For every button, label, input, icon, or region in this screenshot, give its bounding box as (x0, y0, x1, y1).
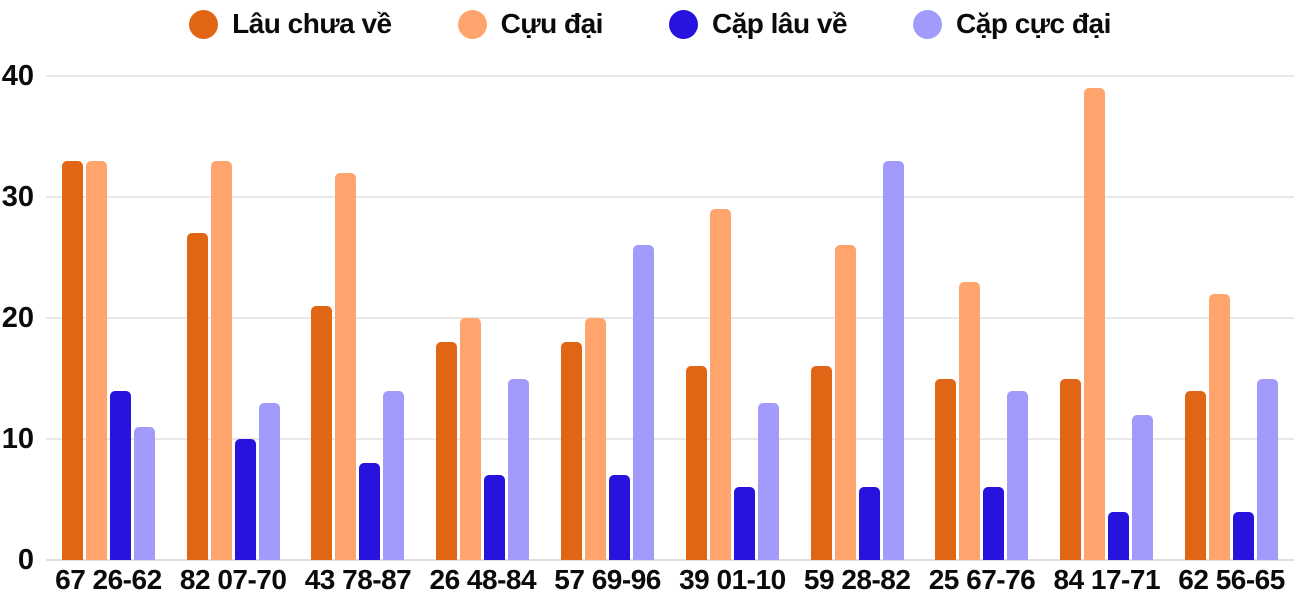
bar-series-0 (436, 342, 458, 560)
bar-series-0 (61, 160, 83, 560)
y-axis: 0 10 20 30 40 (1, 60, 34, 576)
bar-series-3 (633, 245, 655, 560)
x-axis-label: 59 28-82 (803, 564, 911, 595)
bar-group: 59 28-82 (795, 76, 920, 595)
bar-group: 82 07-70 (171, 76, 296, 595)
bar-series-1 (460, 318, 482, 560)
bar-group: 26 48-84 (420, 76, 545, 595)
legend-item-label: Cựu đại (500, 8, 604, 39)
bar-series-2 (1108, 511, 1130, 560)
bar-series-1 (1209, 293, 1231, 560)
gridline-40 (46, 75, 1294, 77)
legend-item-label: Cặp cực đại (956, 8, 1111, 39)
bar-series-2 (858, 487, 880, 560)
bar-group: 57 69-96 (545, 76, 670, 595)
legend-dot-icon (189, 9, 219, 39)
x-axis-label: 26 48-84 (429, 564, 537, 595)
bar-series-1 (335, 172, 357, 560)
legend-item-series-1: Cựu đại (457, 8, 604, 40)
bar-series-2 (359, 463, 381, 560)
gridline-20 (46, 317, 1294, 319)
bar-series-2 (1233, 511, 1255, 560)
bar-group: 84 17-71 (1044, 76, 1169, 595)
bar-series-1 (709, 209, 731, 560)
bar-group: 43 78-87 (296, 76, 421, 595)
x-axis-label: 84 17-71 (1053, 564, 1161, 595)
bar-series-2 (109, 390, 131, 560)
bar-series-2 (484, 475, 506, 560)
bar-series-1 (210, 160, 232, 560)
bar-series-3 (258, 402, 280, 560)
bar-series-3 (757, 402, 779, 560)
bar-series-3 (508, 378, 530, 560)
x-axis-label: 62 56-65 (1178, 564, 1285, 595)
bar-group: 25 67-76 (920, 76, 1045, 595)
bar-series-3 (383, 390, 405, 560)
bar-series-1 (959, 281, 981, 560)
legend-dot-icon (457, 9, 487, 39)
bar-series-3 (1007, 390, 1029, 560)
bar-group: 39 01-10 (670, 76, 795, 595)
legend-dot-icon (913, 9, 943, 39)
bar-series-0 (1060, 378, 1082, 560)
bar-series-1 (834, 245, 856, 560)
bar-series-3 (1257, 378, 1279, 560)
bar-series-3 (1132, 414, 1154, 560)
legend-item-series-2: Cặp lâu về (668, 8, 848, 40)
bar-series-3 (882, 160, 904, 560)
x-axis-label: 82 07-70 (179, 564, 287, 595)
plot-area: 67 26-62 82 07-70 43 78-87 26 48-84 57 69-96… (46, 75, 1294, 595)
bar-series-2 (983, 487, 1005, 560)
bar-series-0 (186, 233, 208, 560)
legend-dot-icon (668, 9, 698, 39)
x-axis-label: 57 69-96 (554, 564, 661, 595)
x-axis-label: 25 67-76 (928, 564, 1036, 595)
bar-series-0 (810, 366, 832, 560)
bar-series-2 (733, 487, 755, 560)
bar-series-0 (1185, 390, 1207, 560)
legend-item-series-3: Cặp cực đại (913, 8, 1111, 40)
x-axis-label: 43 78-87 (304, 564, 412, 595)
gridline-30 (46, 196, 1294, 198)
bar-series-0 (311, 305, 333, 560)
bar-group: 62 56-65 (1169, 76, 1294, 595)
bar-series-0 (561, 342, 583, 560)
legend: Lâu chưa về Cựu đại Cặp lâu về Cặp cực đại (0, 6, 1300, 42)
bar-series-3 (133, 426, 155, 560)
legend-item-label: Lâu chưa về (232, 8, 392, 39)
bar-series-1 (585, 318, 607, 560)
bar-series-0 (685, 366, 707, 560)
gridline-0 (46, 559, 1294, 561)
bar-series-0 (935, 378, 957, 560)
x-axis-label: 39 01-10 (679, 564, 786, 595)
bar-groups-container: 67 26-62 82 07-70 43 78-87 26 48-84 57 69-96… (46, 76, 1294, 595)
bar-series-2 (609, 475, 631, 560)
bar-series-2 (234, 439, 256, 560)
bar-series-1 (85, 160, 107, 560)
legend-item-label: Cặp lâu về (711, 8, 848, 39)
x-axis-label: 67 26-62 (55, 564, 162, 595)
bar-series-1 (1084, 88, 1106, 560)
legend-item-series-0: Lâu chưa về (189, 8, 392, 40)
bar-group: 67 26-62 (46, 76, 171, 595)
gridline-10 (46, 438, 1294, 440)
